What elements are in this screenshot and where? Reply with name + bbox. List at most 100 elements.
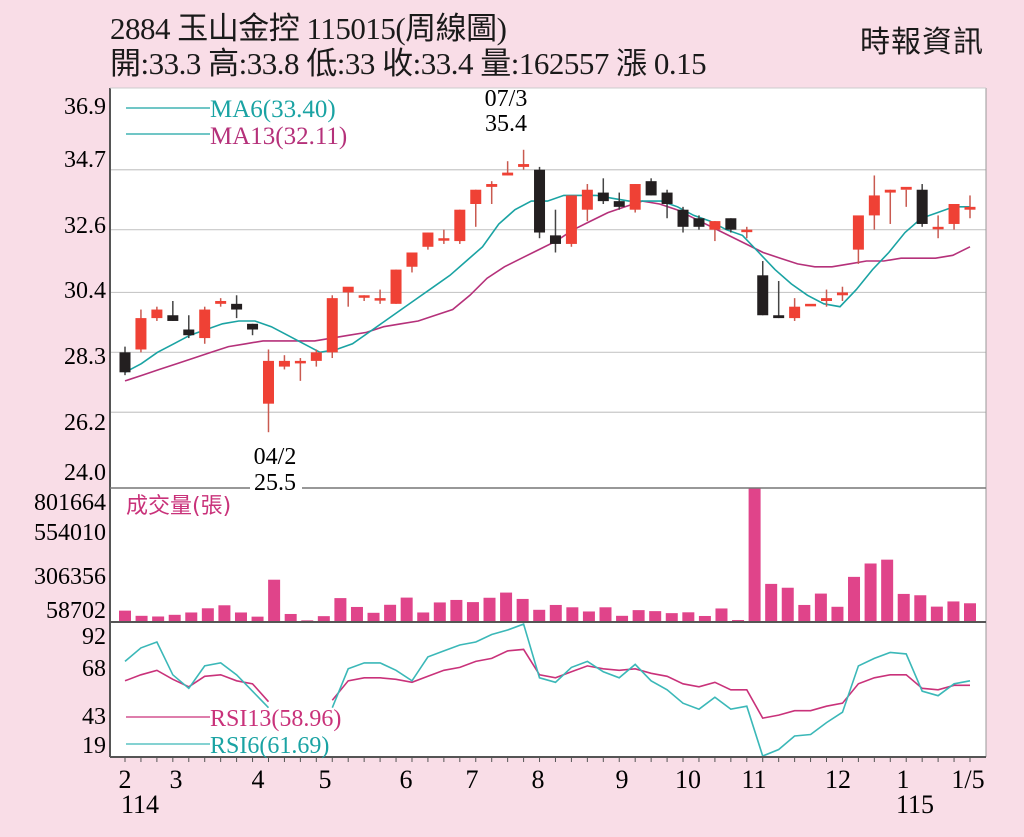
candle-down [677, 209, 689, 227]
low-annotation: 04/2 25.5 [250, 444, 302, 496]
price-tick-label: 30.4 [64, 278, 106, 304]
volume-bar [649, 611, 662, 622]
volume-bar [317, 616, 330, 622]
x-axis-month-label: 1/5 [951, 765, 984, 794]
candle-up [629, 184, 641, 210]
volume-bar [417, 612, 430, 622]
x-axis-month-label: 12 [825, 765, 851, 794]
x-axis-month-label: 11 [741, 765, 766, 794]
volume-bar [152, 616, 165, 622]
candle-down [183, 329, 195, 336]
volume-bar [284, 613, 297, 622]
low-value: 25.5 [254, 470, 296, 496]
candle-down [119, 352, 131, 373]
rsi-tick-label: 43 [82, 704, 106, 730]
volume-bar [533, 609, 546, 622]
volume-tick-label: 554010 [34, 520, 106, 546]
candle-down [167, 315, 179, 321]
price-tick-label: 24.0 [64, 460, 106, 486]
candle-down [693, 218, 705, 227]
candle-up [852, 215, 864, 250]
candle-up [358, 295, 370, 298]
volume-bar [881, 559, 894, 622]
candle-down [757, 275, 769, 316]
volume-bar [566, 607, 579, 622]
volume-bar [433, 602, 446, 622]
volume-bar [665, 613, 678, 622]
x-axis-month-label: 8 [532, 765, 545, 794]
rsi6-line [331, 623, 971, 758]
candle-down [613, 201, 625, 207]
candle-up [948, 203, 960, 224]
volume-bar [218, 605, 231, 622]
candle-down [549, 235, 561, 244]
volume-bar [632, 610, 645, 622]
candle-up [565, 195, 577, 244]
candle-up [215, 300, 227, 304]
candlesticks [119, 149, 976, 433]
volume-bar [450, 599, 463, 622]
volume-bar [698, 615, 711, 622]
brand-label: 時報資訊 [860, 25, 984, 60]
quote-summary: 開:33.3 高:33.8 低:33 收:33.4 量:162557 漲 0.1… [110, 46, 707, 81]
candle-up [900, 186, 912, 190]
x-axis-month-label: 1 [897, 765, 910, 794]
x-axis-month-label: 5 [319, 765, 332, 794]
rsi6-line [124, 640, 270, 709]
price-tick-label: 34.7 [64, 147, 106, 173]
ma6-line [124, 194, 970, 374]
ma13-line [124, 200, 971, 382]
volume-tick-label: 306356 [34, 564, 106, 590]
rsi-lines [124, 623, 971, 758]
volume-axis-labels: 801664 554010 306356 58702 [34, 490, 106, 624]
rsi-legend: RSI13(58.96) RSI6(61.69) [126, 706, 341, 759]
price-tick-label: 32.6 [64, 213, 106, 239]
candle-up [438, 238, 450, 241]
volume-bar [864, 563, 877, 622]
candle-up [262, 360, 274, 404]
volume-bar [251, 616, 264, 622]
price-axis-labels: 36.9 34.7 32.6 30.4 28.3 26.2 24.0 [64, 94, 106, 486]
volume-bar [168, 614, 181, 622]
candle-up [326, 298, 338, 353]
volume-bar [234, 612, 247, 622]
volume-bar [831, 606, 844, 622]
candle-up [151, 309, 163, 319]
candle-up [406, 252, 418, 267]
volume-bar [914, 595, 927, 622]
candle-up [836, 292, 848, 296]
x-axis-month-label: 4 [252, 765, 265, 794]
high-date: 07/3 [485, 86, 528, 112]
volume-bar [350, 606, 363, 622]
candle-up [470, 189, 482, 204]
volume-bar [798, 604, 811, 622]
volume-bar [765, 583, 778, 622]
x-axis-month-label: 3 [170, 765, 183, 794]
volume-bar [185, 612, 198, 622]
price-tick-label: 28.3 [64, 344, 106, 370]
ma13-legend-label: MA13(32.11) [210, 123, 347, 150]
volume-bars [119, 488, 976, 622]
volume-bar [201, 608, 214, 622]
x-axis-month-label: 10 [675, 765, 701, 794]
volume-bar [549, 604, 562, 622]
x-axis-year-label: 114 [121, 790, 159, 819]
rsi13-line [331, 648, 970, 719]
volume-bar [500, 592, 513, 622]
candle-up [709, 221, 721, 230]
price-tick-label: 36.9 [64, 94, 106, 120]
candle-up [789, 306, 801, 319]
volume-bar [334, 598, 347, 622]
volume-bar [599, 607, 612, 622]
rsi-tick-label: 68 [82, 656, 106, 682]
volume-bar [582, 611, 595, 622]
x-axis-month-label: 6 [400, 765, 413, 794]
high-annotation: 07/3 35.4 [485, 86, 528, 137]
volume-bar [848, 576, 861, 622]
candle-up [422, 232, 434, 247]
rsi13-legend-label: RSI13(58.96) [210, 706, 341, 732]
candle-up [294, 360, 306, 364]
volume-bar [897, 593, 910, 622]
rsi-tick-label: 92 [82, 624, 106, 650]
rsi-tick-label: 19 [82, 733, 106, 759]
